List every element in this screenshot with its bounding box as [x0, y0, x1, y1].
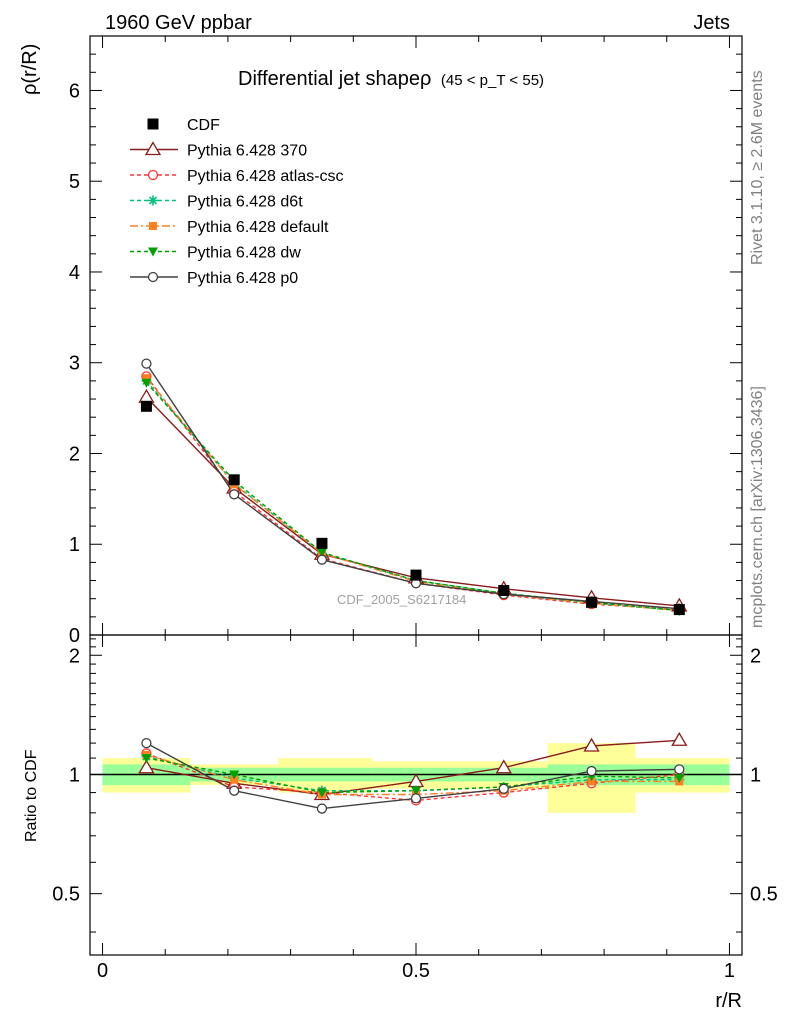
analysis-ref: CDF_2005_S6217184 [337, 592, 466, 607]
chart-title: Differential jet shapeρ (45 < p_T < 55) [238, 68, 544, 90]
series-point-5 [316, 554, 328, 565]
ratio-point-4 [141, 754, 152, 764]
series-point-4 [141, 378, 152, 388]
legend-label-1: Pythia 6.428 atlas-csc [187, 168, 344, 185]
ratio-tick-label: 0.5 [52, 884, 80, 906]
data-point [316, 537, 328, 549]
data-point [140, 400, 152, 412]
legend-label-3: Pythia 6.428 default [187, 219, 329, 236]
ratio-point-0 [583, 737, 600, 752]
x-tick-label: 0 [97, 960, 108, 982]
ratio-point-5 [410, 793, 422, 804]
series-point-5 [141, 358, 152, 369]
ratio-point-5 [498, 783, 509, 794]
main-panel: 0 1 2 3 4 5 6 [69, 35, 743, 955]
ratio-point-0 [671, 731, 688, 746]
header-left-label: 1960 GeV ppbar [105, 12, 252, 34]
y-tick-label: 5 [69, 171, 80, 193]
chart-title-range: (45 < p_T < 55) [441, 72, 544, 89]
y-tick-label: 3 [69, 353, 80, 375]
legend-label-2: Pythia 6.428 d6t [187, 194, 303, 211]
ratio-point-0 [138, 759, 155, 774]
y-tick-label: 2 [69, 443, 80, 465]
ratio-tick-label: 1 [69, 764, 80, 786]
legend-label-0: Pythia 6.428 370 [187, 143, 307, 160]
data-point [228, 474, 240, 486]
legend-label-4: Pythia 6.428 dw [187, 245, 301, 262]
y-tick-label: 4 [69, 262, 80, 284]
ratio-point-5 [141, 737, 152, 749]
legend: CDF Pythia 6.428 370 Pythia 6.428 atlas-cs… [130, 117, 344, 287]
y-tick-label: 6 [69, 80, 80, 102]
ratio-point-4 [229, 770, 240, 780]
ratio-point-4 [411, 786, 421, 796]
ratio-y-axis-label: Ratio to CDF [23, 749, 40, 842]
data-point [673, 604, 685, 616]
ratio-tick-label-right: 1 [750, 764, 761, 786]
ratio-point-5 [316, 803, 328, 814]
ratio-point-0 [495, 759, 512, 774]
ratio-tick-label-right: 2 [750, 645, 761, 667]
series-point-4 [316, 548, 327, 558]
legend-label-5: Pythia 6.428 p0 [187, 270, 298, 287]
y-tick-label: 0 [69, 625, 80, 647]
ratio-frame [89, 634, 743, 956]
series-point-0 [138, 388, 155, 403]
legend-marker-4 [148, 247, 158, 257]
ratio-tick-label-right: 0.5 [750, 884, 778, 906]
x-tick-label: 1 [724, 960, 735, 982]
x-tick-label: 0.5 [402, 960, 430, 982]
ratio-tick-label: 2 [69, 645, 80, 667]
data-point [410, 569, 422, 581]
data-point [586, 596, 598, 608]
chart-title-main: Differential jet shapeρ [238, 68, 431, 90]
x-axis-label: r/R [715, 990, 742, 1012]
series-point-5 [229, 489, 240, 500]
ratio-point-5 [229, 785, 240, 796]
legend-marker-0 [144, 141, 162, 156]
data-point [498, 585, 510, 597]
series-point-3 [142, 374, 151, 383]
y-axis-label: ρ(r/R) [19, 44, 41, 95]
legend-marker-2 [148, 195, 158, 206]
legend-marker-1 [147, 169, 159, 181]
side-label-top: Rivet 3.1.10, ≥ 2.6M events [749, 70, 766, 265]
ratio-point-5 [586, 765, 597, 777]
ratio-point-3 [587, 777, 596, 786]
header-right-label: Jets [693, 12, 730, 34]
ratio-point-3 [230, 775, 239, 784]
ratio-point-4 [316, 788, 327, 798]
legend-marker-3 [149, 222, 157, 230]
ratio-panel: 0 0.5 1 0.5 0.5 1 1 2 2 [52, 634, 778, 982]
ratio-point-4 [674, 773, 685, 783]
legend-marker-data [147, 118, 159, 130]
legend-marker-5 [147, 271, 159, 283]
ratio-point-5 [674, 764, 685, 775]
side-label-bottom: mcplots.cern.ch [arXiv:1306.3436] [749, 386, 766, 628]
legend-label-data: CDF [187, 117, 220, 134]
y-tick-label: 1 [69, 534, 80, 556]
